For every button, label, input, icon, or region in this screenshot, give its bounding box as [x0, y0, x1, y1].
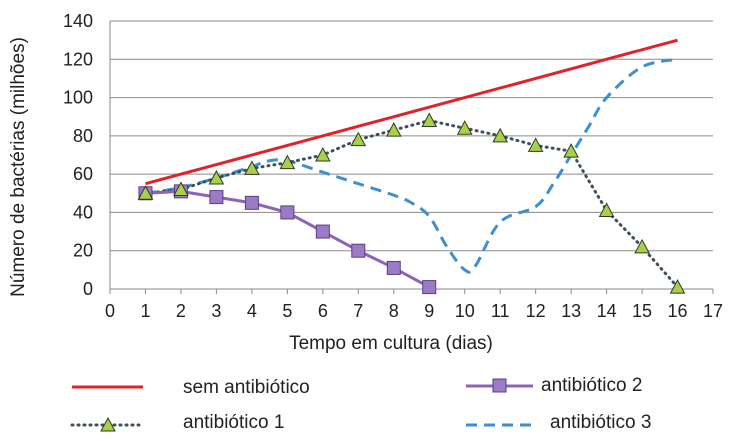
- x-tick-label: 5: [282, 301, 292, 321]
- series-line-antibiotico-3: [145, 57, 678, 274]
- y-tick-label: 0: [83, 279, 93, 299]
- data-point-antibiotico-2: [209, 190, 224, 205]
- y-tick-label: 80: [73, 126, 93, 146]
- data-point-antibiotico-1: [563, 143, 579, 158]
- grid-lines: [110, 20, 713, 252]
- x-tick-label: 12: [526, 301, 546, 321]
- y-tick-label: 60: [73, 164, 93, 184]
- data-point-antibiotico-2: [280, 205, 295, 220]
- y-tick-label: 20: [73, 241, 93, 261]
- data-point-antibiotico-1: [669, 279, 686, 294]
- x-tick-label: 13: [561, 301, 581, 321]
- x-tick-label: 4: [247, 301, 257, 321]
- legend-label-antibiotico-1: antibiótico 1: [183, 412, 284, 433]
- markers-layer: [137, 112, 686, 295]
- legend-label-antibiotico-3: antibiótico 3: [550, 412, 651, 433]
- data-point-antibiotico-1: [173, 181, 189, 196]
- y-tick-label: 100: [63, 88, 93, 108]
- x-tick-label: 16: [668, 301, 688, 321]
- data-point-antibiotico-1: [598, 202, 615, 218]
- y-tick-labels: 0 20 40 60 80 100 120 140: [63, 11, 93, 299]
- y-tick-label: 40: [73, 202, 93, 222]
- x-tick-label: 10: [455, 301, 475, 321]
- data-point-antibiotico-1: [385, 122, 402, 137]
- x-axis-title: Tempo em cultura (dias): [289, 333, 493, 354]
- legend-item-antibiotico-1: antibiótico 1: [70, 412, 284, 433]
- data-point-antibiotico-1: [456, 120, 473, 135]
- data-point-antibiotico-1: [137, 185, 154, 200]
- x-tick-label: 9: [424, 301, 434, 321]
- x-tick-label: 8: [389, 301, 399, 321]
- x-tick-label: 3: [211, 301, 221, 321]
- data-point-antibiotico-1: [208, 169, 225, 185]
- x-tick-label: 6: [318, 301, 328, 321]
- data-point-antibiotico-1: [421, 112, 438, 128]
- x-tick-label: 14: [597, 301, 617, 321]
- x-tick-label: 7: [353, 301, 363, 321]
- x-tick-label: 0: [105, 301, 115, 321]
- x-tick-label: 1: [140, 301, 150, 321]
- x-tick-label: 11: [491, 301, 510, 321]
- legend-item-sem-antibiotico: sem antibiótico: [72, 377, 310, 398]
- data-point-antibiotico-2: [422, 280, 437, 295]
- legend-label-sem-antibiotico: sem antibiótico: [183, 377, 310, 398]
- y-tick-label: 120: [63, 49, 93, 69]
- data-point-antibiotico-1: [314, 146, 331, 162]
- x-tick-label: 2: [176, 301, 186, 321]
- legend-marker-square: [492, 378, 507, 393]
- data-point-antibiotico-2: [351, 243, 366, 258]
- x-tick-labels: 0 1 2 3 4 5 6 7 8 9 10 11 12 13 14 15 16 17: [105, 301, 723, 321]
- series-line-antibiotico-1: [143, 119, 680, 289]
- legend-marker-triangle: [100, 416, 116, 432]
- series-layer: [143, 38, 680, 289]
- data-point-antibiotico-1: [492, 127, 509, 143]
- data-point-antibiotico-1: [634, 238, 650, 254]
- series-line-sem-antibiotico: [145, 38, 678, 186]
- legend-item-antibiotico-3: antibiótico 3: [466, 412, 651, 433]
- legend: sem antibiótico antibiótico 2 antibiótic…: [70, 375, 651, 433]
- data-point-antibiotico-2: [244, 195, 259, 210]
- y-axis-title: Número de bactérias (milhões): [8, 37, 29, 297]
- data-point-antibiotico-1: [244, 160, 260, 175]
- data-point-antibiotico-1: [350, 131, 367, 147]
- x-tick-label: 17: [703, 301, 723, 321]
- data-point-antibiotico-1: [527, 137, 544, 152]
- y-tick-label: 140: [63, 11, 93, 31]
- data-point-antibiotico-2: [386, 260, 401, 275]
- x-tick-label: 15: [632, 301, 652, 321]
- legend-item-antibiotico-2: antibiótico 2: [466, 375, 642, 396]
- legend-label-antibiotico-2: antibiótico 2: [541, 375, 642, 396]
- data-point-antibiotico-2: [315, 224, 330, 239]
- data-point-antibiotico-1: [279, 154, 296, 170]
- plot-frame: [109, 21, 714, 294]
